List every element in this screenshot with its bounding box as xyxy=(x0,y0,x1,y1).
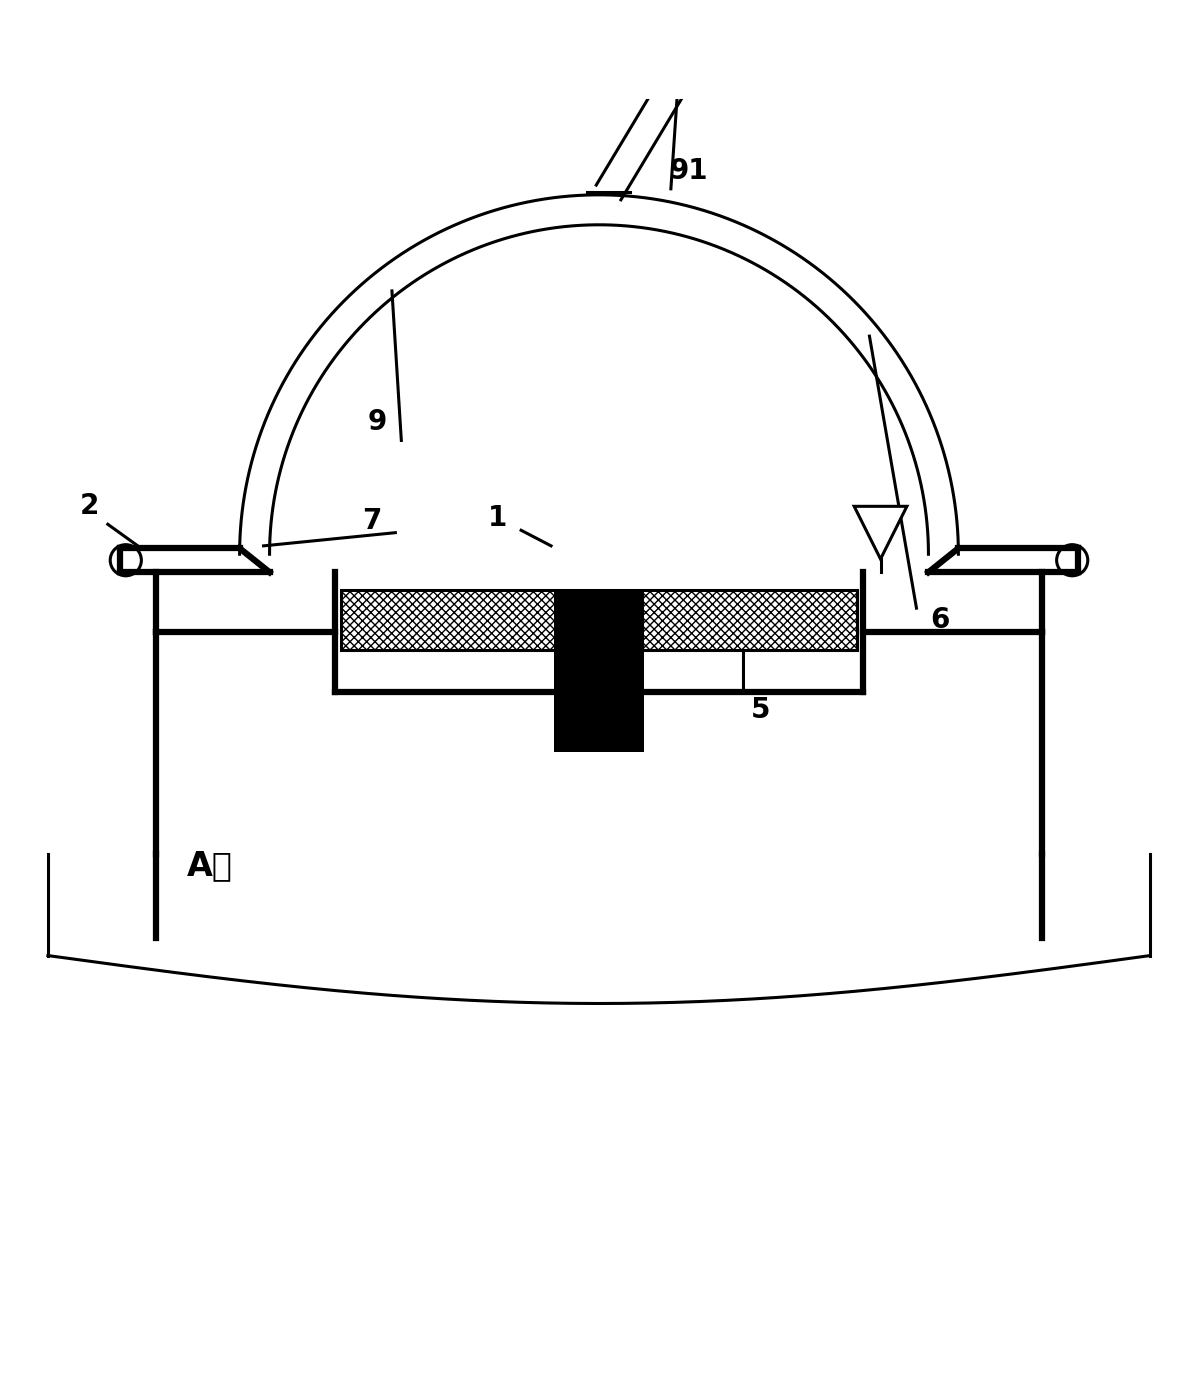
Text: 1: 1 xyxy=(488,504,507,532)
Bar xyxy=(555,651,645,752)
Text: 6: 6 xyxy=(931,606,950,634)
Bar xyxy=(341,591,857,651)
Polygon shape xyxy=(854,507,907,558)
Text: 3: 3 xyxy=(559,713,579,741)
Text: 7: 7 xyxy=(362,507,381,535)
Text: 91: 91 xyxy=(670,156,708,184)
Text: 2: 2 xyxy=(80,493,99,521)
Text: A部: A部 xyxy=(187,849,232,882)
Bar xyxy=(555,591,645,651)
Text: 9: 9 xyxy=(368,409,387,437)
Text: 5: 5 xyxy=(751,697,770,725)
